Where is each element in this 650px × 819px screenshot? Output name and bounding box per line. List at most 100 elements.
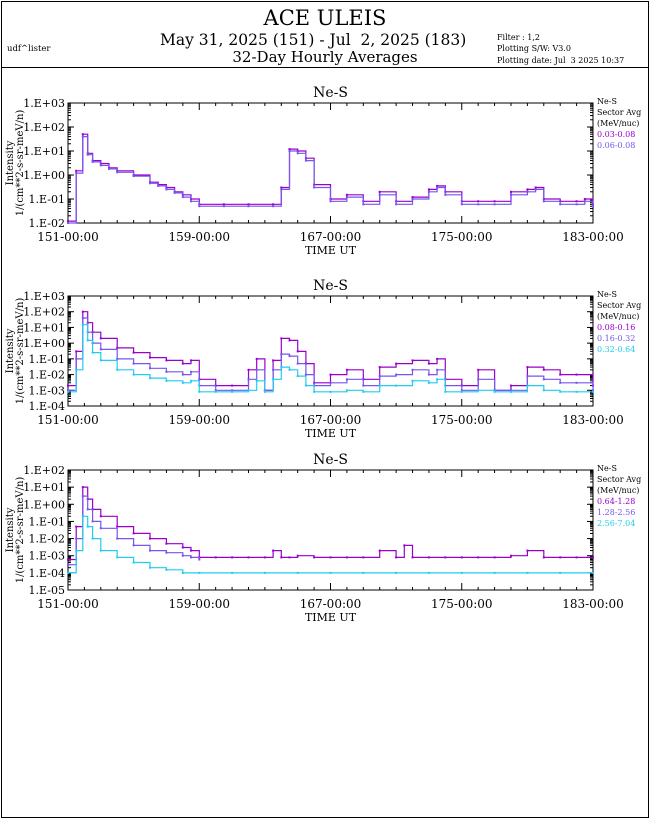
data-point bbox=[362, 556, 365, 559]
data-point bbox=[526, 188, 529, 191]
data-point bbox=[288, 148, 291, 151]
legend-entry: 0.64-1.28 bbox=[597, 497, 635, 506]
data-point bbox=[181, 362, 184, 365]
data-point bbox=[91, 537, 94, 540]
data-point bbox=[231, 384, 234, 387]
y-axis-unit-label: 1/(cm**2-s-sr-meV/n) bbox=[15, 110, 26, 217]
page-title: ACE ULEIS bbox=[263, 6, 387, 30]
data-point bbox=[526, 375, 529, 378]
y-tick-label: 1.E+00 bbox=[23, 169, 65, 182]
x-tick-label: 151-00:00 bbox=[37, 597, 99, 611]
data-point bbox=[395, 373, 398, 376]
data-point bbox=[411, 196, 414, 199]
legend-entry: 0.08-0.16 bbox=[597, 323, 635, 332]
data-point bbox=[181, 571, 184, 574]
x-tick-label: 159-00:00 bbox=[168, 230, 230, 244]
data-point bbox=[75, 549, 78, 552]
y-tick-label: 1.E+00 bbox=[23, 337, 65, 350]
data-point bbox=[247, 205, 250, 208]
data-point bbox=[272, 203, 275, 206]
data-point bbox=[378, 190, 381, 193]
data-point bbox=[108, 167, 110, 170]
data-point bbox=[460, 571, 463, 574]
legend-heading: Sector Avg bbox=[597, 301, 641, 310]
y-tick-label: 1.E-02 bbox=[29, 369, 65, 382]
data-point bbox=[477, 200, 480, 203]
data-point bbox=[272, 549, 275, 552]
data-point bbox=[510, 389, 512, 392]
data-point bbox=[67, 389, 69, 392]
data-point bbox=[296, 571, 299, 574]
data-point bbox=[99, 348, 102, 351]
data-point bbox=[198, 571, 201, 574]
data-point bbox=[81, 317, 84, 319]
data-point bbox=[460, 203, 463, 206]
series-line bbox=[68, 515, 593, 574]
data-point bbox=[190, 370, 192, 373]
y-tick-label: 1.E-01 bbox=[29, 353, 65, 366]
data-point bbox=[345, 389, 348, 392]
data-point bbox=[378, 375, 381, 378]
data-point bbox=[149, 549, 151, 552]
data-point bbox=[116, 556, 119, 559]
data-point bbox=[575, 381, 578, 384]
data-point bbox=[575, 556, 578, 559]
data-point bbox=[181, 196, 184, 199]
data-point bbox=[583, 198, 586, 200]
data-point bbox=[165, 551, 168, 554]
data-point bbox=[86, 339, 89, 342]
data-point bbox=[329, 200, 332, 203]
data-point bbox=[132, 532, 135, 535]
series-line bbox=[68, 486, 593, 561]
data-point bbox=[411, 198, 414, 200]
x-tick-label: 183-00:00 bbox=[562, 230, 624, 244]
data-point bbox=[116, 357, 119, 360]
data-point bbox=[493, 390, 496, 393]
data-point bbox=[427, 373, 430, 376]
user-label: udf^lister bbox=[7, 44, 51, 54]
legend-heading: (MeV/nuc) bbox=[597, 312, 639, 321]
x-tick-label: 183-00:00 bbox=[562, 413, 624, 427]
y-tick-label: 1.E+03 bbox=[23, 290, 65, 303]
data-point bbox=[575, 203, 578, 206]
data-point bbox=[214, 556, 217, 559]
plot-frame bbox=[67, 102, 594, 224]
data-point bbox=[477, 203, 480, 206]
x-tick-label: 175-00:00 bbox=[431, 230, 493, 244]
data-point bbox=[75, 537, 78, 540]
data-point bbox=[436, 378, 439, 381]
data-point bbox=[526, 571, 529, 574]
data-point bbox=[272, 378, 275, 381]
y-tick-label: 1.E+02 bbox=[23, 464, 65, 477]
data-point bbox=[510, 193, 512, 196]
data-point bbox=[460, 389, 463, 392]
data-point bbox=[510, 190, 512, 193]
x-tick-label: 167-00:00 bbox=[300, 413, 362, 427]
data-point bbox=[304, 373, 307, 376]
data-point bbox=[329, 390, 332, 393]
data-point bbox=[165, 188, 168, 191]
data-point bbox=[575, 390, 578, 393]
data-point bbox=[510, 390, 512, 393]
data-point bbox=[91, 520, 94, 523]
y-tick-label: 1.E-03 bbox=[29, 550, 65, 563]
data-point bbox=[559, 390, 562, 393]
data-point bbox=[132, 544, 135, 547]
y-axis-label: Intensity bbox=[5, 328, 16, 373]
plot-frame bbox=[67, 295, 594, 407]
data-point bbox=[411, 368, 414, 371]
data-point bbox=[67, 220, 69, 223]
data-point bbox=[116, 171, 119, 174]
data-point bbox=[444, 556, 447, 559]
data-point bbox=[173, 191, 176, 194]
data-point bbox=[534, 188, 537, 191]
legend-entry: 0.32-0.64 bbox=[597, 345, 635, 354]
data-point bbox=[477, 389, 480, 392]
data-point bbox=[296, 362, 299, 365]
data-point bbox=[542, 389, 545, 392]
data-point bbox=[395, 362, 398, 365]
data-point bbox=[75, 357, 78, 360]
data-point bbox=[165, 542, 168, 545]
legend-heading: Ne-S bbox=[597, 97, 617, 106]
data-point bbox=[75, 169, 78, 172]
